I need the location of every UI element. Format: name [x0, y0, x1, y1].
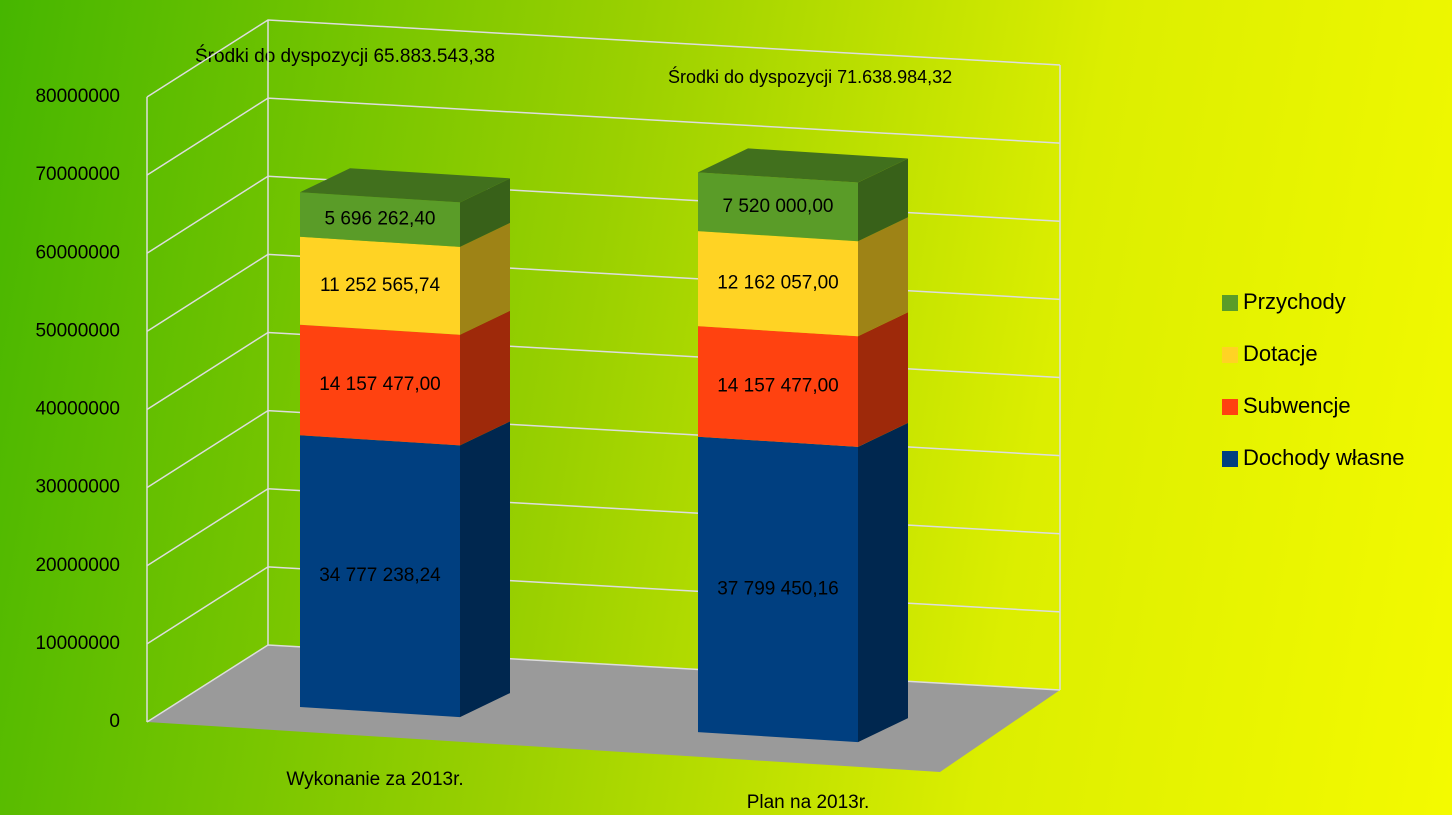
value-label: 34 777 238,24 [319, 565, 441, 586]
bar-top [698, 148, 908, 183]
grid-line [146, 253, 1061, 333]
bar [698, 326, 858, 447]
bar-side [460, 310, 510, 446]
bar-side [460, 421, 510, 718]
y-tick-label: 80000000 [35, 86, 120, 107]
legend-label: Dochody własne [1243, 445, 1404, 470]
bar [300, 192, 460, 247]
y-tick-label: 20000000 [35, 555, 120, 576]
value-label: 37 799 450,16 [717, 578, 839, 599]
annotation: Środki do dyspozycji 65.883.543,38 [195, 45, 495, 67]
bar [300, 324, 460, 446]
legend-label: Dotacje [1243, 341, 1318, 366]
grid-line [146, 175, 1061, 254]
bar-side [460, 178, 510, 247]
value-label: 14 157 477,00 [319, 374, 441, 395]
value-label: 11 252 565,74 [320, 275, 441, 296]
value-label: 7 520 000,00 [723, 196, 834, 217]
value-label: 5 696 262,40 [325, 209, 436, 230]
y-tick-label: 60000000 [35, 242, 120, 263]
x-tick-label: Plan na 2013r. [747, 792, 870, 813]
bar [300, 435, 460, 718]
bar-side [858, 217, 908, 337]
grid-line [146, 487, 1061, 567]
bar [698, 231, 858, 337]
bar-side [858, 312, 908, 447]
bar-side [460, 222, 510, 335]
bar [698, 436, 858, 743]
legend-swatch [1222, 347, 1238, 363]
x-tick-label: Wykonanie za 2013r. [286, 769, 463, 790]
y-tick-label: 0 [109, 711, 120, 732]
y-tick-label: 70000000 [35, 164, 120, 185]
bar [698, 172, 858, 242]
bar-top [300, 168, 510, 203]
grid-line [146, 409, 1061, 489]
y-tick-label: 40000000 [35, 399, 120, 420]
legend-label: Subwencje [1243, 393, 1351, 418]
grid-line [146, 19, 1061, 98]
bar-side [858, 158, 908, 242]
y-tick-label: 30000000 [35, 477, 120, 498]
legend-swatch [1222, 451, 1238, 467]
value-label: 12 162 057,00 [717, 273, 839, 294]
y-tick-label: 10000000 [35, 633, 120, 654]
bar-side [858, 422, 908, 743]
grid-line [146, 331, 1061, 411]
legend-swatch [1222, 399, 1238, 415]
legend-swatch [1222, 295, 1238, 311]
legend-label: Przychody [1243, 289, 1346, 314]
annotation: Środki do dyspozycji 71.638.984,32 [668, 66, 952, 87]
value-label: 14 157 477,00 [717, 376, 839, 397]
y-tick-label: 50000000 [35, 320, 120, 341]
grid-line [146, 566, 1061, 645]
grid-line [146, 97, 1061, 176]
bar [300, 236, 460, 335]
